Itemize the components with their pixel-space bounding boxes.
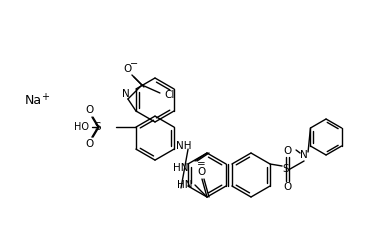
Text: Cl: Cl [165,90,175,100]
Text: HN: HN [173,163,189,173]
Text: =: = [197,159,205,169]
Text: −: − [130,59,138,69]
Text: O: O [124,64,132,74]
Text: O: O [86,105,94,115]
Text: NH: NH [176,141,192,151]
Text: O: O [198,167,206,177]
Text: HO: HO [74,122,89,132]
Text: S: S [283,164,290,174]
Text: Na: Na [25,93,42,106]
Text: O: O [283,146,291,156]
Text: O: O [86,139,94,149]
Text: O: O [283,182,291,192]
Text: N: N [122,89,130,99]
Text: S: S [95,122,101,132]
Text: HN: HN [177,180,193,190]
Text: +: + [41,92,49,102]
Text: N: N [300,150,308,160]
